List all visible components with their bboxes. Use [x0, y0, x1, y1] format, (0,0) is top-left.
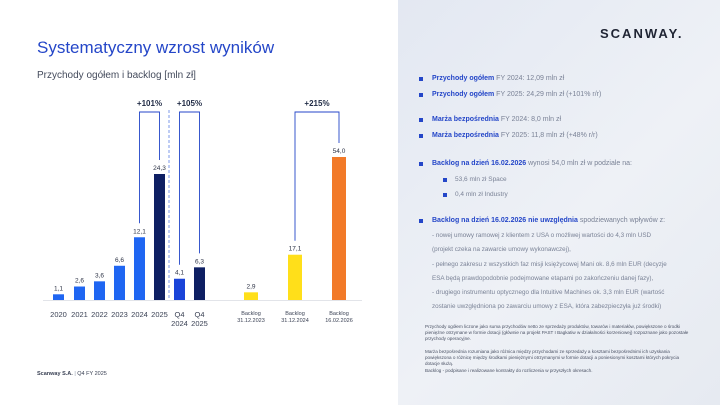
footer: Scanway S.A. | Q4 FY 2025 — [37, 371, 107, 377]
revenue-value-label: 1,1 — [54, 285, 63, 292]
detail-line-3: - pełnego zakresu z wszystkich faz misji… — [432, 261, 667, 268]
growth-bracket-backlog — [294, 111, 340, 241]
revenue-category-label: 2024 — [171, 319, 188, 328]
revenue-value-label: 6,3 — [195, 258, 204, 265]
page-title: Systematyczny wzrost wyników — [37, 38, 275, 57]
revenue-bar-2021 — [74, 286, 85, 300]
backlog-category-label: 31.12.2024 — [281, 318, 309, 324]
backlog-category-label: Backlog — [285, 311, 305, 317]
revenue-category-label: Q4 — [174, 310, 184, 319]
backlog-category-label: Backlog — [329, 311, 349, 317]
growth-label-annual: +101% — [137, 99, 162, 108]
revenue-category-label: 2021 — [71, 310, 88, 319]
backlog-bar-3 — [332, 157, 346, 300]
revenue-value-label: 2,6 — [75, 278, 84, 285]
revenue-bar-2023 — [114, 265, 125, 300]
backlog-value-label: 17,1 — [289, 246, 302, 253]
growth-bracket-annual — [139, 111, 160, 224]
bullet-revenue-2024: Przychody ogółem FY 2024: 12,09 mln zł — [418, 75, 565, 82]
footer-company: Scanway S.A. — [37, 371, 73, 377]
revenue-bar-q4-2024 — [174, 278, 185, 300]
footer-separator: | — [74, 371, 76, 377]
footnote-revenue: Przychody ogółem liczone jako suma przyc… — [425, 324, 689, 341]
bullet-backlog-excludes: Backlog na dzień 16.02.2026 nie uwzględn… — [418, 217, 666, 224]
bar-chart: 1,1 2020 2,6 2021 3,6 2022 6,6 2023 12,1 2024 24,3… — [43, 99, 362, 328]
revenue-bar-2024 — [134, 237, 145, 300]
scanway-logo: SCANWAY. — [600, 26, 684, 41]
bullet-margin-2024: Marża bezpośrednia FY 2024: 8,0 mln zł — [418, 116, 562, 123]
growth-bracket-quarterly — [179, 111, 200, 265]
detail-line-2: (projekt czeka na zawarcie umowy wykonaw… — [432, 246, 571, 253]
revenue-value-label: 6,6 — [115, 257, 124, 264]
backlog-category-label: Backlog — [241, 311, 261, 317]
revenue-bar-2025 — [154, 174, 165, 300]
info-panel-background — [398, 0, 720, 405]
revenue-category-label: 2023 — [111, 310, 128, 319]
detail-line-1: - nowej umowy ramowej z klientem z USA o… — [432, 232, 652, 239]
backlog-value-label: 2,9 — [246, 283, 255, 290]
detail-line-6: zostanie uwzględniona po zawarciu umowy … — [432, 303, 662, 310]
revenue-value-label: 12,1 — [133, 228, 146, 235]
bullet-margin-2025: Marża bezpośrednia FY 2025: 11,8 mln zł … — [419, 132, 598, 139]
revenue-value-label: 24,3 — [153, 165, 166, 172]
footnote-margin: Marża bezpośrednia rozumiana jako różnic… — [425, 349, 680, 366]
growth-label-backlog: +215% — [304, 99, 329, 108]
footer-period: Q4 FY 2025 — [77, 371, 107, 377]
revenue-category-label: 2020 — [50, 310, 67, 319]
revenue-bar-2022 — [94, 281, 105, 300]
revenue-category-label: 2022 — [91, 310, 108, 319]
bullet-backlog: Backlog na dzień 16.02.2026 wynosi 54,0 … — [418, 160, 633, 167]
revenue-category-label: 2024 — [131, 310, 148, 319]
backlog-bar-1 — [244, 292, 258, 300]
footnote-backlog: Backlog - podpisane i realizowane kontra… — [425, 368, 593, 373]
revenue-value-label: 3,6 — [95, 272, 104, 279]
revenue-bar-2020 — [53, 294, 64, 300]
bullet-revenue-2025: Przychody ogółem FY 2025: 24,29 mln zł (… — [418, 91, 602, 98]
sub-bullet-industry: 0,4 mln zł Industry — [443, 191, 508, 198]
chart-subtitle: Przychody ogółem i backlog [mln zł] — [37, 70, 196, 81]
backlog-value-label: 54,0 — [333, 148, 346, 155]
revenue-category-label: 2025 — [191, 319, 208, 328]
backlog-category-label: 31.12.2023 — [237, 318, 265, 324]
revenue-category-label: 2025 — [151, 310, 168, 319]
backlog-bar-2 — [288, 254, 302, 300]
revenue-bar-q4-2025 — [194, 267, 205, 300]
detail-line-4: ESA będą prawdopodobnie podejmowane etap… — [432, 275, 654, 282]
revenue-value-label: 4,1 — [175, 270, 184, 277]
backlog-category-label: 16.02.2026 — [325, 318, 353, 324]
detail-line-5: - drugiego instrumentu optycznego dla In… — [432, 289, 665, 296]
revenue-category-label: Q4 — [194, 310, 204, 319]
sub-bullet-space: 53,6 mln zł Space — [443, 176, 507, 183]
growth-label-quarterly: +105% — [177, 99, 202, 108]
